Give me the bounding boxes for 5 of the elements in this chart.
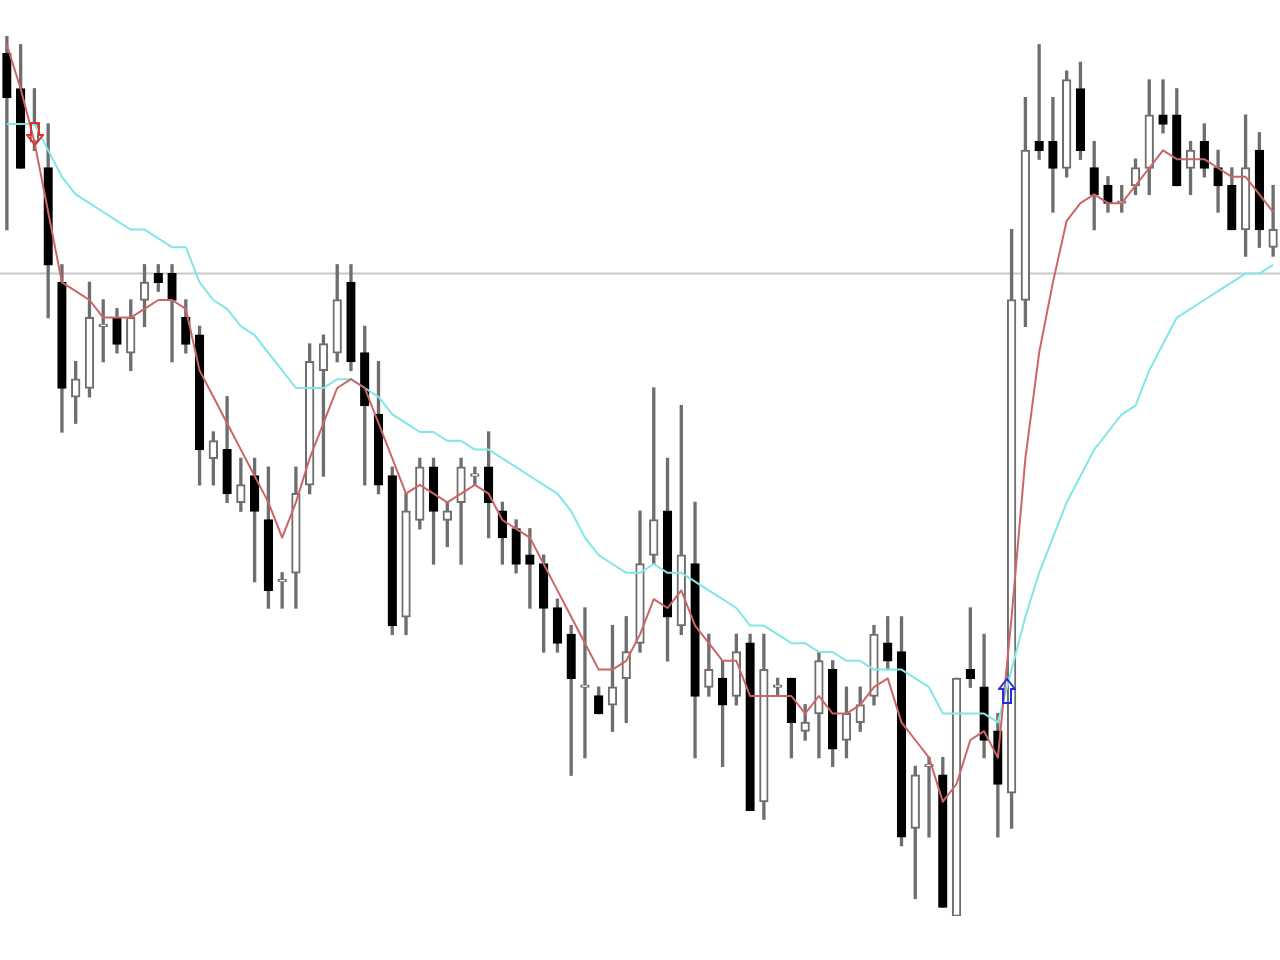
candlestick <box>525 528 535 609</box>
candlestick <box>1034 44 1044 160</box>
candlestick <box>2 36 12 231</box>
candlestick <box>1158 79 1168 134</box>
candlestick <box>1048 96 1058 213</box>
